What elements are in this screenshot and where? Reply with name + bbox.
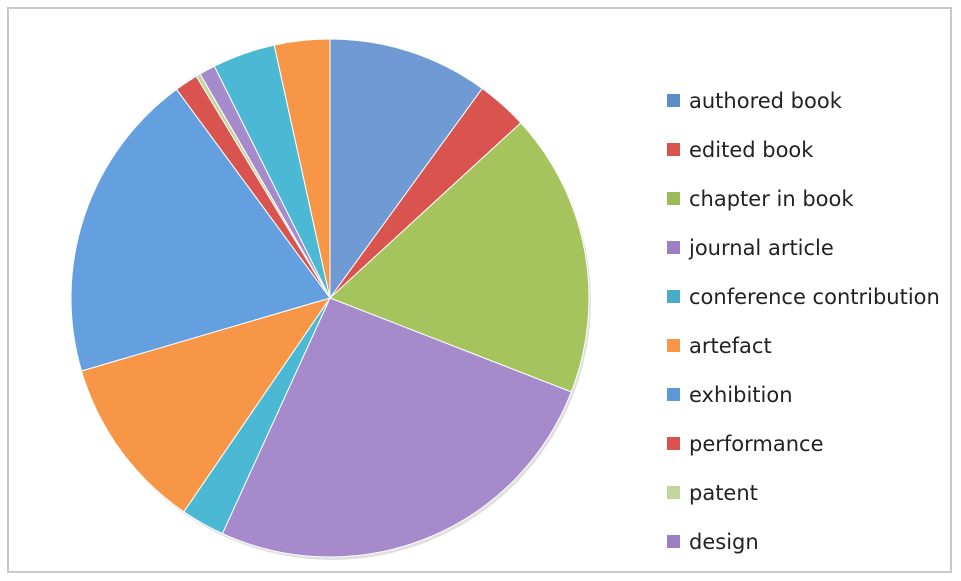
legend-swatch [667,535,680,548]
legend-label: edited book [689,138,813,162]
legend-swatch [667,192,680,205]
legend-label: design [689,530,759,554]
legend-label: journal article [689,236,834,260]
legend-label: chapter in book [689,187,854,211]
legend-item-authored-book: authored book [667,76,940,125]
legend-item-design: design [667,517,940,566]
legend-swatch [667,339,680,352]
legend-item-journal-article: journal article [667,223,940,272]
legend-swatch [667,143,680,156]
chart-frame: authored book edited book chapter in book j… [7,7,952,573]
legend-label: conference contribution [689,285,940,309]
legend-label: artefact [689,334,772,358]
legend-swatch [667,388,680,401]
legend-label: authored book [689,89,842,113]
legend-label: exhibition [689,383,793,407]
legend-item-artefact: artefact [667,321,940,370]
legend-swatch [667,241,680,254]
legend-label: performance [689,432,824,456]
legend-item-exhibition: exhibition [667,370,940,419]
legend: authored book edited book chapter in book j… [667,76,940,566]
legend-item-edited-book: edited book [667,125,940,174]
legend-item-chapter-in-book: chapter in book [667,174,940,223]
legend-swatch [667,94,680,107]
legend-swatch [667,486,680,499]
legend-item-performance: performance [667,419,940,468]
legend-swatch [667,290,680,303]
legend-item-patent: patent [667,468,940,517]
legend-swatch [667,437,680,450]
legend-label: patent [689,481,758,505]
legend-item-conference-contribution: conference contribution [667,272,940,321]
